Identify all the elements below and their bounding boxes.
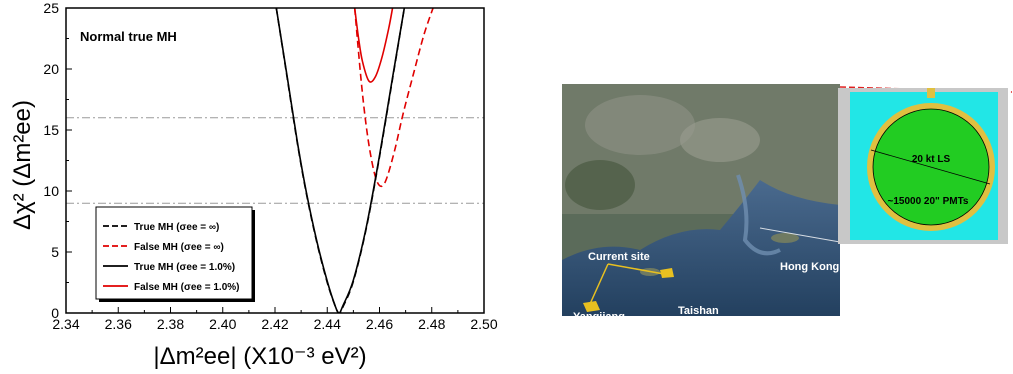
x-tick-label: 2.48	[418, 316, 445, 332]
site-pointer-1	[589, 263, 609, 305]
legend-box	[95, 206, 253, 300]
urban-area-2	[680, 118, 760, 162]
urban-area	[585, 95, 695, 155]
x-tick-label: 2.50	[470, 316, 497, 332]
x-tick-label: 2.46	[366, 316, 393, 332]
x-axis-ticks: 2.34 2.36 2.38 2.40 2.42 2.44 2.46 2.48 2.50	[52, 307, 498, 332]
y-axis-ticks: 0 5 10 15 20 25	[43, 0, 72, 321]
chimney	[927, 88, 935, 98]
legend-label-1: False MH (σee = ∞)	[134, 242, 224, 253]
y-tick-label: 20	[43, 61, 59, 77]
site-marker-taishan	[660, 268, 674, 278]
series-line-3	[353, 8, 394, 83]
y-axis-label: Δχ² (Δm²ee)	[9, 100, 36, 230]
label-current-site: Current site	[588, 251, 650, 263]
label-20kt-ls: 20 kt LS	[912, 154, 951, 165]
legend-label-2: True MH (σee = 1.0%)	[134, 262, 235, 273]
x-tick-label: 2.38	[157, 316, 184, 332]
legend-shadow	[252, 210, 255, 302]
series-line-2	[275, 8, 406, 313]
y-tick-label: 5	[51, 244, 59, 260]
legend-label-3: False MH (σee = 1.0%)	[134, 282, 240, 293]
label-yangjiang: Yangjiang	[573, 311, 625, 323]
label-pmts: ~15000 20" PMTs	[888, 196, 969, 207]
series-line-0	[275, 8, 406, 313]
legend: True MH (σee = ∞) False MH (σee = ∞) True …	[95, 206, 255, 302]
y-tick-label: 10	[43, 183, 59, 199]
island	[771, 233, 799, 243]
legend-shadow-bottom	[99, 299, 255, 302]
series-curves	[275, 8, 434, 313]
x-tick-label: 2.40	[209, 316, 236, 332]
site-marker-yangjiang	[583, 301, 600, 312]
reference-lines	[66, 117, 484, 204]
y-tick-label: 25	[43, 0, 59, 16]
series-line-1	[353, 8, 434, 188]
y-tick-label: 15	[43, 122, 59, 138]
x-tick-label: 2.42	[261, 316, 288, 332]
legend-label-0: True MH (σee = ∞)	[134, 222, 219, 233]
label-hong-kong: Hong Kong	[780, 261, 839, 273]
hills	[565, 160, 635, 210]
connector-bottom	[759, 227, 841, 243]
diameter-line	[870, 149, 991, 185]
chi-square-chart: 2.34 2.36 2.38 2.40 2.42 2.44 2.46 2.48 2.50 0 5 1…	[9, 0, 498, 370]
annotation-normal-true-mh: Normal true MH	[80, 29, 177, 44]
y-tick-label: 0	[51, 305, 59, 321]
pearl-river-estuary	[736, 174, 781, 256]
x-tick-label: 2.34	[52, 316, 79, 332]
x-tick-label: 2.36	[105, 316, 132, 332]
sea	[562, 180, 840, 316]
detector-inset: 20 kt LS ~15000 20" PMTs	[838, 88, 1008, 244]
site-pointer-2	[607, 263, 665, 275]
x-axis-label: |Δm²ee| (X10⁻³ eV²)	[153, 343, 366, 370]
x-tick-label: 2.44	[314, 316, 341, 332]
label-taishan: Taishan	[678, 305, 719, 317]
site-map-figure: Current site Hong Kong Taishan Yangjiang…	[562, 84, 1013, 323]
